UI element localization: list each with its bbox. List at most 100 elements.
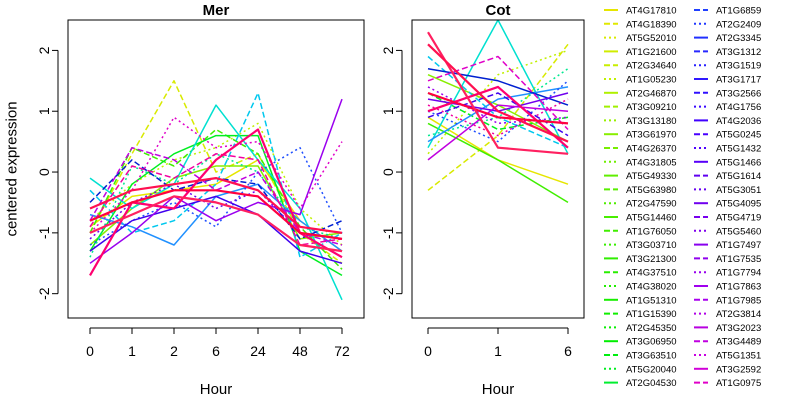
legend-label: AT1G0975 [716, 378, 761, 389]
series-line [89, 189, 343, 240]
legend-label: AT5G3051 [716, 185, 761, 196]
legend-label: AT5G0245 [716, 130, 761, 141]
legend-label: AT3G2566 [716, 88, 761, 99]
series-line [427, 55, 569, 131]
series-line [89, 177, 343, 234]
legend: AT4G17810 AT4G18390 AT5G52010 AT1G21600 AT2G… [604, 6, 761, 389]
legend-label: AT5G14460 [626, 213, 677, 224]
series-line [89, 195, 343, 253]
series-line [427, 43, 569, 143]
y-axis-title: centered expression [4, 101, 21, 236]
series-line [89, 104, 343, 301]
legend-label: AT1G7497 [716, 240, 761, 251]
mer-panel: Mer 0 1 2 6 24 48 72 Hour -2 -1 0 1 2 centered express… [4, 2, 365, 398]
legend-label: AT4G1756 [716, 102, 761, 113]
legend-label: AT5G1614 [716, 171, 761, 182]
legend-label: AT5G1432 [716, 144, 761, 155]
legend-label: AT5G52010 [626, 33, 677, 44]
x-tick-label: 24 [250, 343, 266, 359]
series-line [427, 43, 569, 191]
legend-label: AT3G06950 [626, 337, 677, 348]
series-line [89, 195, 343, 265]
legend-label: AT5G1351 [716, 351, 761, 362]
legend-label: AT1G51310 [626, 295, 677, 306]
series-line [427, 86, 569, 125]
legend-label: AT4G26370 [626, 144, 677, 155]
y-tick-label: -2 [380, 287, 396, 300]
legend-label: AT5G1466 [716, 157, 761, 168]
x-axis-title: Hour [200, 381, 233, 398]
legend-label: AT3G13180 [626, 116, 677, 127]
legend-label: AT2G46870 [626, 88, 677, 99]
legend-label: AT5G5460 [716, 226, 761, 237]
plot-frame [411, 19, 585, 319]
x-tick-label: 1 [494, 343, 502, 359]
panel-title: Cot [486, 2, 511, 19]
x-tick-label: 0 [424, 343, 432, 359]
legend-label: AT3G09210 [626, 102, 677, 113]
series-line [427, 116, 569, 185]
x-tick-label: 0 [86, 343, 94, 359]
legend-label: AT3G61970 [626, 130, 677, 141]
series-line [89, 98, 343, 264]
legend-label: AT5G4719 [716, 213, 761, 224]
y-tick-label: 2 [36, 46, 52, 54]
legend-label: AT4G38020 [626, 282, 677, 293]
legend-label: AT1G6859 [716, 6, 761, 17]
y-tick-label: 0 [380, 168, 396, 176]
legend-label: AT3G4489 [716, 337, 761, 348]
series-line [89, 153, 343, 246]
legend-label: AT1G7535 [716, 254, 761, 265]
legend-label: AT3G1312 [716, 47, 761, 58]
series-line [427, 31, 569, 155]
series-line [427, 80, 569, 143]
legend-label: AT3G21300 [626, 254, 677, 265]
series-line [427, 104, 569, 161]
legend-label: AT1G7985 [716, 295, 761, 306]
legend-label: AT3G1519 [716, 61, 761, 72]
legend-label: AT4G18390 [626, 19, 677, 30]
series-line [427, 86, 569, 143]
legend-label: AT3G63510 [626, 351, 677, 362]
cot-panel: Cot 0 1 6 Hour -2 -1 0 1 2 [380, 2, 585, 398]
legend-label: AT5G63980 [626, 185, 677, 196]
legend-label: AT1G05230 [626, 75, 677, 86]
legend-label: AT5G20040 [626, 364, 677, 375]
series-line [427, 85, 569, 149]
x-tick-label: 1 [128, 343, 136, 359]
legend-label: AT1G7794 [716, 268, 761, 279]
legend-label: AT1G7863 [716, 282, 761, 293]
legend-label: AT1G76050 [626, 226, 677, 237]
x-tick-label: 48 [292, 343, 308, 359]
panel-title: Mer [203, 2, 230, 19]
legend-label: AT2G47590 [626, 199, 677, 210]
legend-label: AT3G2592 [716, 364, 761, 375]
legend-label: AT1G15390 [626, 309, 677, 320]
x-tick-label: 6 [564, 343, 572, 359]
legend-label: AT4G37510 [626, 268, 677, 279]
series-line [427, 91, 569, 125]
legend-label: AT4G17810 [626, 6, 677, 17]
y-tick-label: -1 [36, 226, 52, 239]
legend-label: AT2G3345 [716, 33, 761, 44]
legend-label: AT2G2409 [716, 19, 761, 30]
y-tick-label: 1 [36, 107, 52, 115]
series-line [427, 98, 569, 137]
x-tick-label: 72 [334, 343, 350, 359]
series-line [89, 116, 343, 234]
plot-frame [67, 19, 365, 319]
legend-label: AT2G3814 [716, 309, 761, 320]
x-axis-title: Hour [482, 381, 515, 398]
y-tick-label: 0 [36, 168, 52, 176]
legend-label: AT3G2023 [716, 323, 761, 334]
series-line [89, 146, 343, 246]
legend-label: AT4G31805 [626, 157, 677, 168]
legend-label: AT2G04530 [626, 378, 677, 389]
x-tick-label: 2 [170, 343, 178, 359]
legend-label: AT5G49330 [626, 171, 677, 182]
legend-label: AT3G03710 [626, 240, 677, 251]
legend-label: AT4G2036 [716, 116, 761, 127]
legend-label: AT1G21600 [626, 47, 677, 58]
y-tick-label: 2 [380, 46, 396, 54]
